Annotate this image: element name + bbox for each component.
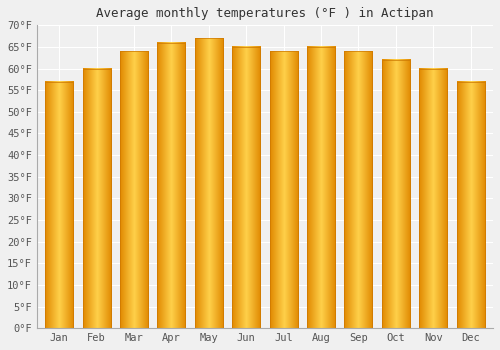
Title: Average monthly temperatures (°F ) in Actipan: Average monthly temperatures (°F ) in Ac… xyxy=(96,7,434,20)
Bar xyxy=(270,51,297,328)
Bar xyxy=(232,47,260,328)
Bar xyxy=(82,69,110,328)
Bar xyxy=(344,51,372,328)
Bar xyxy=(307,47,335,328)
Bar xyxy=(456,82,484,328)
Bar xyxy=(120,51,148,328)
Bar xyxy=(382,60,410,328)
Bar xyxy=(419,69,447,328)
Bar xyxy=(158,43,186,328)
Bar xyxy=(195,38,223,328)
Bar xyxy=(45,82,74,328)
